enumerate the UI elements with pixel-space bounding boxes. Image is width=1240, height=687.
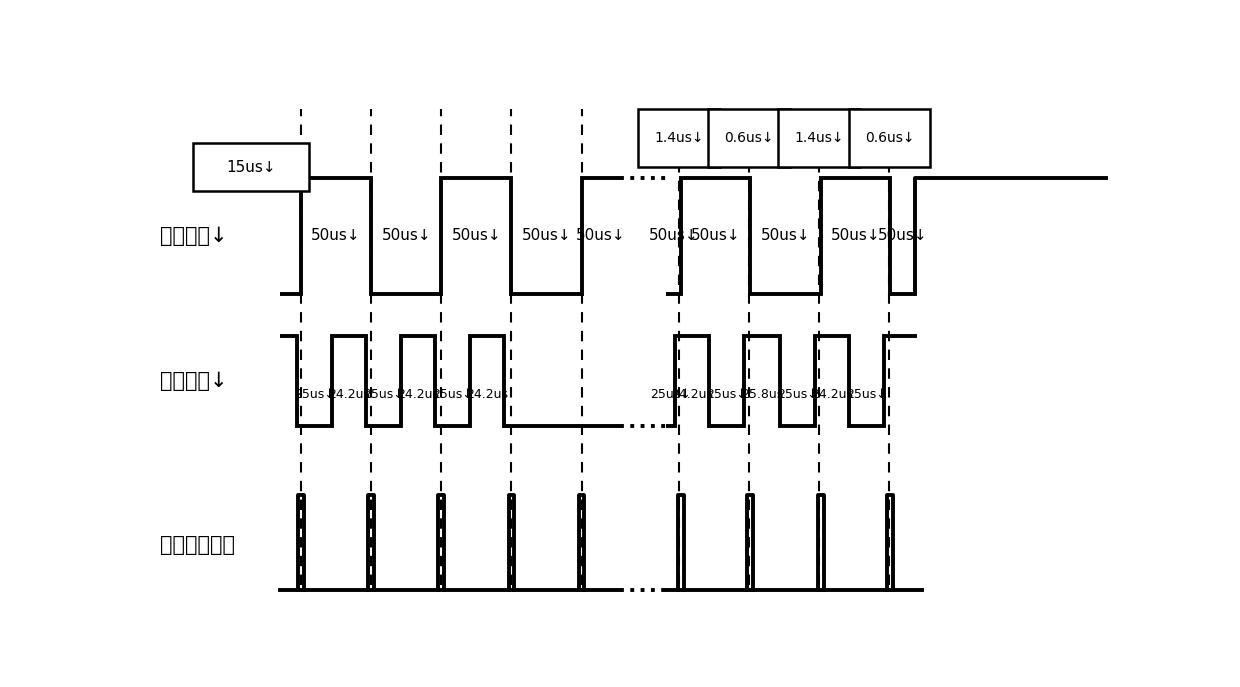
FancyBboxPatch shape xyxy=(193,144,309,191)
FancyBboxPatch shape xyxy=(848,109,930,167)
FancyBboxPatch shape xyxy=(639,109,719,167)
Text: 数据跳变信号: 数据跳变信号 xyxy=(160,535,234,555)
Text: 24.2us: 24.2us xyxy=(671,388,713,401)
Text: 24.2us: 24.2us xyxy=(327,388,370,401)
FancyBboxPatch shape xyxy=(779,109,861,167)
Text: 25us↓: 25us↓ xyxy=(650,388,691,401)
Text: 25us↓: 25us↓ xyxy=(707,388,746,401)
Text: 25us↓: 25us↓ xyxy=(777,388,818,401)
Text: 1.4us↓: 1.4us↓ xyxy=(795,131,844,145)
Text: 15us↓: 15us↓ xyxy=(226,159,277,174)
Text: 25us↓: 25us↓ xyxy=(363,388,404,401)
FancyBboxPatch shape xyxy=(708,109,790,167)
Text: 24.2us: 24.2us xyxy=(397,388,439,401)
Text: 0.6us↓: 0.6us↓ xyxy=(864,131,914,145)
Text: 50us↓: 50us↓ xyxy=(691,228,740,243)
Text: 50us↓: 50us↓ xyxy=(577,228,626,243)
Text: 50us↓: 50us↓ xyxy=(831,228,880,243)
Text: 25us↓: 25us↓ xyxy=(432,388,472,401)
Text: 24.2us: 24.2us xyxy=(811,388,853,401)
Text: 50us↓: 50us↓ xyxy=(311,228,361,243)
Text: 输入数据↓: 输入数据↓ xyxy=(160,226,227,246)
Text: 50us↓: 50us↓ xyxy=(878,228,928,243)
Text: 24.2us: 24.2us xyxy=(466,388,508,401)
Text: 50us↓: 50us↓ xyxy=(522,228,572,243)
Text: 50us↓: 50us↓ xyxy=(451,228,501,243)
Text: 1.4us↓: 1.4us↓ xyxy=(655,131,703,145)
Text: 0.6us↓: 0.6us↓ xyxy=(724,131,774,145)
Text: 25us↓: 25us↓ xyxy=(294,388,335,401)
Text: 50us↓: 50us↓ xyxy=(649,228,698,243)
Text: 25.8us: 25.8us xyxy=(742,388,784,401)
Text: 25us↓: 25us↓ xyxy=(847,388,888,401)
Text: 50us↓: 50us↓ xyxy=(761,228,811,243)
Text: 50us↓: 50us↓ xyxy=(382,228,432,243)
Text: 本地时钟↓: 本地时钟↓ xyxy=(160,371,227,392)
